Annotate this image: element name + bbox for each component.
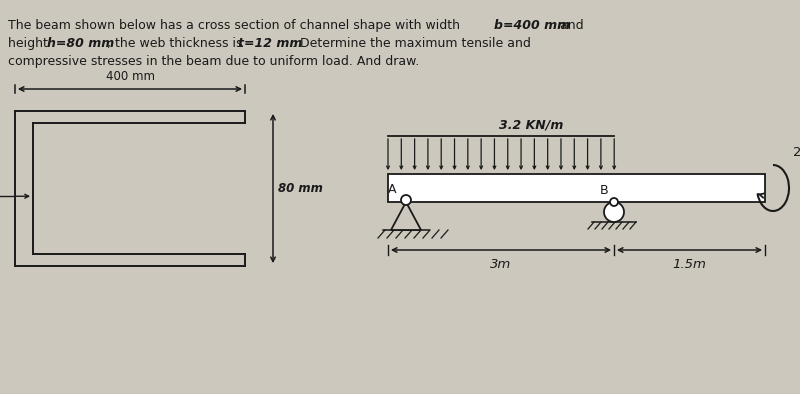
Circle shape (401, 195, 411, 205)
Text: and: and (556, 19, 584, 32)
Circle shape (610, 198, 618, 206)
Bar (388, 174, 765, 202)
Text: 1.5m: 1.5m (673, 258, 706, 271)
Text: 80 mm: 80 mm (278, 182, 323, 195)
Text: A: A (388, 183, 396, 196)
Text: 400 mm: 400 mm (106, 70, 154, 83)
Circle shape (604, 202, 624, 222)
Polygon shape (391, 202, 421, 230)
Text: 3m: 3m (490, 258, 512, 271)
Text: The beam shown below has a cross section of channel shape with width: The beam shown below has a cross section… (8, 19, 464, 32)
Text: 3.2 KN/m: 3.2 KN/m (499, 118, 563, 131)
Text: height: height (8, 37, 52, 50)
Text: h=80 mm: h=80 mm (47, 37, 114, 50)
Text: B: B (600, 184, 608, 197)
Text: 2 KN.M: 2 KN.M (793, 145, 800, 158)
Text: compressive stresses in the beam due to uniform load. And draw.: compressive stresses in the beam due to … (8, 55, 419, 68)
Text: , the web thickness is: , the web thickness is (107, 37, 246, 50)
Text: . Determine the maximum tensile and: . Determine the maximum tensile and (292, 37, 531, 50)
Text: t=12 mm: t=12 mm (238, 37, 302, 50)
Text: b=400 mm: b=400 mm (494, 19, 570, 32)
